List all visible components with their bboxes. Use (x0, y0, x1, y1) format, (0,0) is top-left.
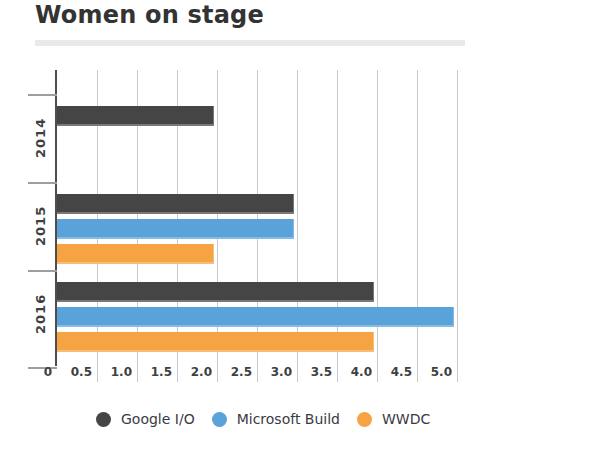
legend-label-wwdc: WWDC (382, 411, 430, 427)
gridline (457, 70, 458, 358)
legend-label-microsoft-build: Microsoft Build (237, 411, 340, 427)
legend-item-google-i-o: Google I/O (96, 411, 195, 427)
legend-swatch-microsoft-build (212, 412, 227, 427)
x-axis-label: 1.5 (136, 365, 172, 379)
x-axis-label: 3.5 (296, 365, 332, 379)
title-divider (35, 40, 465, 46)
x-axis-label: 4.0 (336, 365, 372, 379)
x-axis-label: 0.5 (56, 365, 92, 379)
x-axis: 0 0.5 1.0 1.5 2.0 2.5 3.0 3.5 4.0 4.5 5.0 (0, 358, 600, 390)
legend-label-google-i-o: Google I/O (121, 411, 195, 427)
bar-microsoft-build-2016 (57, 307, 454, 327)
y-axis-label-2015: 2015 (31, 182, 49, 270)
legend: Google I/O Microsoft Build WWDC (96, 411, 430, 427)
legend-swatch-wwdc (357, 412, 372, 427)
bar-google-i-o-2014 (57, 106, 214, 126)
bar-google-i-o-2016 (57, 282, 374, 302)
bar-google-i-o-2015 (57, 194, 294, 214)
x-axis-label: 0 (16, 365, 52, 379)
x-axis-label: 2.0 (176, 365, 212, 379)
legend-swatch-google-i-o (96, 412, 111, 427)
legend-item-microsoft-build: Microsoft Build (212, 411, 340, 427)
plot-area: 201420152016 (57, 70, 458, 358)
x-axis-label: 5.0 (416, 365, 452, 379)
x-axis-label: 3.0 (256, 365, 292, 379)
y-axis-label-2016: 2016 (31, 270, 49, 358)
x-axis-label: 1.0 (96, 365, 132, 379)
x-axis-tick (457, 358, 458, 382)
bar-microsoft-build-2015 (57, 219, 294, 239)
x-axis-label: 2.5 (216, 365, 252, 379)
bar-wwdc-2015 (57, 244, 214, 264)
y-axis-label-2014: 2014 (31, 94, 49, 182)
bar-wwdc-2016 (57, 332, 374, 352)
legend-item-wwdc: WWDC (357, 411, 430, 427)
page-title: Women on stage (35, 1, 264, 29)
page: Women on stage 201420152016 0 0.5 1.0 1.5 2.… (0, 0, 600, 451)
x-axis-label: 4.5 (376, 365, 412, 379)
